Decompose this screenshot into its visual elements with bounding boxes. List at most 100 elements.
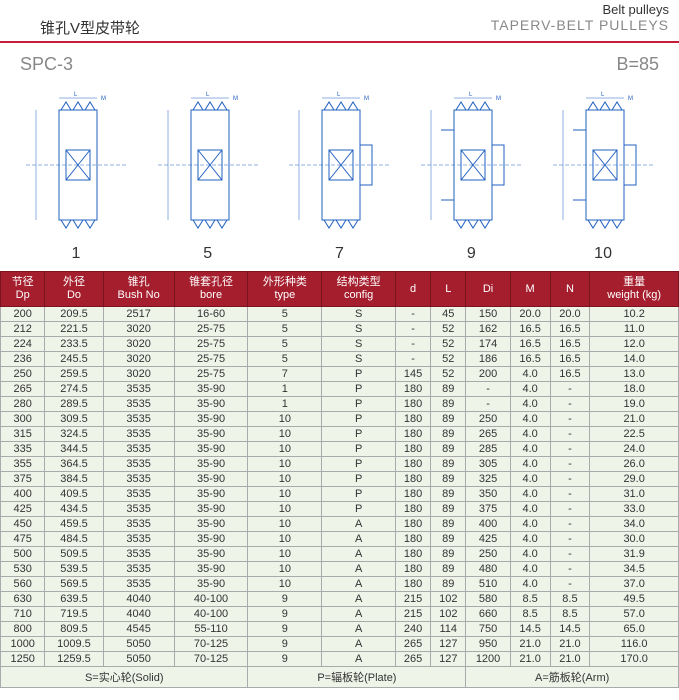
model-left: SPC-3	[20, 54, 73, 75]
table-cell: 3535	[103, 547, 174, 562]
table-cell: 8.5	[510, 592, 550, 607]
table-cell: 434.5	[45, 502, 103, 517]
svg-text:M: M	[233, 96, 238, 102]
svg-text:L: L	[337, 92, 341, 98]
table-cell: 65.0	[590, 622, 679, 637]
table-row: 475484.5353535-9010A180894254.0-30.0	[1, 532, 679, 547]
table-footer-row: S=实心轮(Solid) P=辐板轮(Plate) A=筋板轮(Arm)	[1, 667, 679, 688]
col-header: 节径Dp	[1, 272, 45, 307]
table-cell: 3535	[103, 502, 174, 517]
table-cell: -	[396, 322, 431, 337]
table-cell: 4.0	[510, 547, 550, 562]
table-cell: 35-90	[174, 577, 248, 592]
table-row: 300309.5353535-9010P180892504.0-21.0	[1, 412, 679, 427]
table-cell: 10	[248, 472, 322, 487]
table-cell: 25-75	[174, 337, 248, 352]
table-row: 400409.5353535-9010P180893504.0-31.0	[1, 487, 679, 502]
table-cell: 89	[431, 562, 466, 577]
table-cell: 10	[248, 457, 322, 472]
table-cell: P	[322, 412, 396, 427]
table-cell: 3020	[103, 352, 174, 367]
table-cell: 3535	[103, 457, 174, 472]
table-cell: 24.0	[590, 442, 679, 457]
model-row: SPC-3 B=85	[0, 46, 679, 85]
diagram-7: LM7	[289, 90, 389, 263]
table-cell: 14.5	[510, 622, 550, 637]
table-cell: 1	[248, 382, 322, 397]
table-cell: 215	[396, 592, 431, 607]
table-cell: 16.5	[510, 322, 550, 337]
table-cell: 3535	[103, 397, 174, 412]
table-cell: 212	[1, 322, 45, 337]
table-cell: A	[322, 652, 396, 667]
diagram-10: LM10	[553, 90, 653, 263]
table-cell: P	[322, 397, 396, 412]
table-cell: 180	[396, 397, 431, 412]
col-header: L	[431, 272, 466, 307]
table-cell: 4.0	[510, 502, 550, 517]
table-cell: P	[322, 382, 396, 397]
table-cell: 20.0	[510, 307, 550, 322]
table-cell: 200	[1, 307, 45, 322]
table-cell: 9	[248, 637, 322, 652]
table-cell: 31.9	[590, 547, 679, 562]
table-cell: 5	[248, 307, 322, 322]
title-en: TAPERV-BELT PULLEYS	[491, 17, 669, 38]
table-cell: 3535	[103, 382, 174, 397]
table-cell: 89	[431, 487, 466, 502]
table-cell: 4.0	[510, 442, 550, 457]
table-cell: 4.0	[510, 517, 550, 532]
table-cell: 4.0	[510, 457, 550, 472]
table-cell: 10	[248, 442, 322, 457]
table-cell: 16.5	[510, 337, 550, 352]
table-cell: 8.5	[510, 607, 550, 622]
table-cell: 1009.5	[45, 637, 103, 652]
belt-pulleys-label: Belt pulleys	[603, 2, 669, 17]
table-cell: 233.5	[45, 337, 103, 352]
table-cell: 52	[431, 322, 466, 337]
table-cell: 18.0	[590, 382, 679, 397]
table-cell: 52	[431, 352, 466, 367]
table-cell: 180	[396, 547, 431, 562]
table-row: 212221.5302025-755S-5216216.516.511.0	[1, 322, 679, 337]
table-row: 560569.5353535-9010A180895104.0-37.0	[1, 577, 679, 592]
table-cell: 3535	[103, 442, 174, 457]
table-cell: 35-90	[174, 487, 248, 502]
table-cell: 35-90	[174, 382, 248, 397]
table-cell: -	[550, 457, 590, 472]
table-cell: 114	[431, 622, 466, 637]
table-cell: 89	[431, 457, 466, 472]
svg-text:M: M	[101, 96, 106, 102]
table-cell: 315	[1, 427, 45, 442]
diagram-9: LM9	[421, 90, 521, 263]
table-cell: 4.0	[510, 397, 550, 412]
table-cell: 265	[396, 652, 431, 667]
table-row: 250259.5302025-757P145522004.016.513.0	[1, 367, 679, 382]
table-cell: 221.5	[45, 322, 103, 337]
table-cell: 324.5	[45, 427, 103, 442]
table-cell: 1000	[1, 637, 45, 652]
table-cell: 4.0	[510, 382, 550, 397]
table-cell: 309.5	[45, 412, 103, 427]
svg-text:M: M	[628, 96, 633, 102]
table-cell: 409.5	[45, 487, 103, 502]
table-row: 315324.5353535-9010P180892654.0-22.5	[1, 427, 679, 442]
table-cell: 480	[466, 562, 510, 577]
table-cell: 265	[396, 637, 431, 652]
diagram-5: LM5	[158, 90, 258, 263]
table-cell: -	[550, 412, 590, 427]
table-cell: 180	[396, 487, 431, 502]
table-cell: 21.0	[590, 412, 679, 427]
table-cell: 250	[466, 412, 510, 427]
table-cell: 102	[431, 607, 466, 622]
table-cell: 20.0	[550, 307, 590, 322]
table-cell: 580	[466, 592, 510, 607]
table-cell: 145	[396, 367, 431, 382]
table-row: 630639.5404040-1009A2151025808.58.549.5	[1, 592, 679, 607]
table-cell: A	[322, 562, 396, 577]
table-cell: 13.0	[590, 367, 679, 382]
divider	[0, 41, 679, 43]
table-cell: 40-100	[174, 592, 248, 607]
table-cell: 10	[248, 412, 322, 427]
col-header: 锥套孔径bore	[174, 272, 248, 307]
